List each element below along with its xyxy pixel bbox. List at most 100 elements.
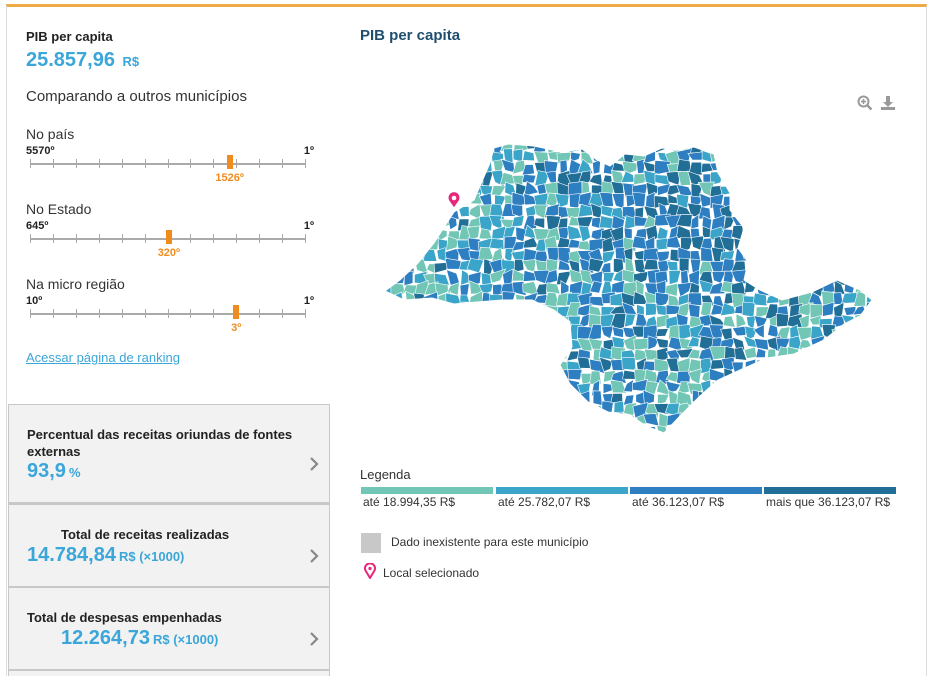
municipality-cell[interactable] [753, 161, 769, 174]
municipality-cell[interactable] [392, 141, 406, 153]
municipality-cell[interactable] [798, 381, 815, 396]
municipality-cell[interactable] [457, 206, 470, 218]
municipality-cell[interactable] [470, 151, 484, 163]
municipality-cell[interactable] [390, 192, 406, 206]
municipality-cell[interactable] [778, 225, 792, 240]
municipality-cell[interactable] [776, 279, 789, 293]
municipality-cell[interactable] [522, 367, 537, 386]
municipality-cell[interactable] [809, 216, 824, 230]
municipality-cell[interactable] [734, 247, 748, 262]
municipality-cell[interactable] [763, 393, 782, 407]
municipality-cell[interactable] [835, 249, 846, 260]
municipality-cell[interactable] [842, 412, 854, 428]
municipality-cell[interactable] [866, 239, 874, 254]
municipality-cell[interactable] [722, 315, 736, 328]
municipality-cell[interactable] [756, 149, 769, 164]
municipality-cell[interactable] [787, 422, 804, 435]
municipality-cell[interactable] [864, 368, 874, 385]
card-total-expenses[interactable]: Total de despesas empenhadas 12.264,73 R$… [8, 587, 330, 671]
municipality-cell[interactable] [687, 336, 700, 347]
municipality-cell[interactable] [427, 186, 438, 197]
municipality-cell[interactable] [820, 391, 835, 408]
municipality-cell[interactable] [610, 370, 627, 384]
municipality-cell[interactable] [547, 411, 560, 429]
municipality-cell[interactable] [845, 392, 855, 407]
municipality-cell[interactable] [763, 416, 780, 427]
municipality-cell[interactable] [601, 140, 615, 152]
municipality-cell[interactable] [731, 206, 747, 215]
municipality-cell[interactable] [500, 345, 518, 364]
municipality-cell[interactable] [831, 197, 843, 209]
municipality-cell[interactable] [415, 195, 425, 209]
municipality-cell[interactable] [599, 191, 614, 207]
municipality-cell[interactable] [382, 181, 396, 198]
municipality-cell[interactable] [775, 402, 791, 419]
municipality-cell[interactable] [390, 411, 404, 429]
municipality-cell[interactable] [382, 392, 396, 407]
municipality-cell[interactable] [382, 349, 397, 364]
municipality-cell[interactable] [700, 247, 714, 262]
municipality-cell[interactable] [833, 393, 844, 406]
municipality-cell[interactable] [809, 239, 824, 248]
municipality-cell[interactable] [521, 164, 535, 176]
municipality-cell[interactable] [785, 170, 804, 185]
municipality-cell[interactable] [565, 302, 581, 319]
municipality-cell[interactable] [722, 437, 734, 440]
municipality-cell[interactable] [822, 196, 835, 209]
municipality-cell[interactable] [470, 360, 485, 371]
municipality-cell[interactable] [787, 280, 800, 297]
municipality-cell[interactable] [534, 323, 550, 342]
municipality-cell[interactable] [731, 361, 744, 375]
municipality-cell[interactable] [741, 301, 756, 318]
municipality-cell[interactable] [488, 392, 506, 407]
municipality-cell[interactable] [852, 357, 866, 375]
municipality-cell[interactable] [866, 173, 874, 183]
municipality-cell[interactable] [865, 346, 874, 360]
municipality-cell[interactable] [422, 163, 437, 174]
municipality-cell[interactable] [855, 326, 870, 339]
municipality-cell[interactable] [500, 306, 517, 317]
municipality-cell[interactable] [790, 205, 802, 216]
municipality-cell[interactable] [422, 425, 437, 437]
municipality-cell[interactable] [577, 158, 594, 175]
municipality-cell[interactable] [385, 369, 394, 385]
municipality-cell[interactable] [558, 424, 572, 438]
municipality-cell[interactable] [415, 237, 425, 253]
municipality-cell[interactable] [515, 337, 527, 350]
municipality-cell[interactable] [514, 390, 524, 407]
municipality-cell[interactable] [601, 250, 616, 265]
card-total-revenue[interactable]: Total de receitas realizadas 14.784,84 R$… [8, 504, 330, 588]
municipality-cell[interactable] [711, 436, 721, 440]
municipality-cell[interactable] [855, 370, 865, 386]
municipality-cell[interactable] [719, 381, 736, 396]
municipality-cell[interactable] [687, 151, 705, 161]
municipality-cell[interactable] [390, 229, 406, 242]
municipality-cell[interactable] [622, 369, 637, 380]
municipality-cell[interactable] [866, 147, 874, 164]
municipality-cell[interactable] [631, 325, 647, 338]
municipality-cell[interactable] [831, 435, 842, 440]
municipality-cell[interactable] [798, 205, 814, 220]
municipality-cell[interactable] [456, 357, 472, 372]
municipality-cell[interactable] [513, 438, 524, 440]
municipality-cell[interactable] [435, 140, 447, 153]
municipality-cell[interactable] [525, 326, 535, 338]
municipality-cell[interactable] [863, 393, 874, 405]
municipality-cell[interactable] [809, 303, 824, 319]
municipality-cell[interactable] [413, 205, 425, 220]
municipality-cell[interactable] [500, 416, 518, 429]
municipality-cell[interactable] [382, 424, 394, 435]
municipality-cell[interactable] [867, 225, 874, 241]
municipality-cell[interactable] [841, 334, 857, 348]
municipality-cell[interactable] [786, 368, 800, 386]
municipality-cell[interactable] [810, 142, 821, 154]
municipality-cell[interactable] [643, 169, 658, 186]
municipality-cell[interactable] [645, 181, 660, 196]
municipality-cell[interactable] [426, 325, 440, 341]
municipality-cell[interactable] [655, 140, 670, 154]
municipality-cell[interactable] [449, 162, 462, 175]
municipality-cell[interactable] [810, 360, 824, 373]
municipality-cell[interactable] [831, 357, 846, 372]
municipality-cell[interactable] [754, 338, 769, 351]
municipality-cell[interactable] [767, 324, 779, 339]
